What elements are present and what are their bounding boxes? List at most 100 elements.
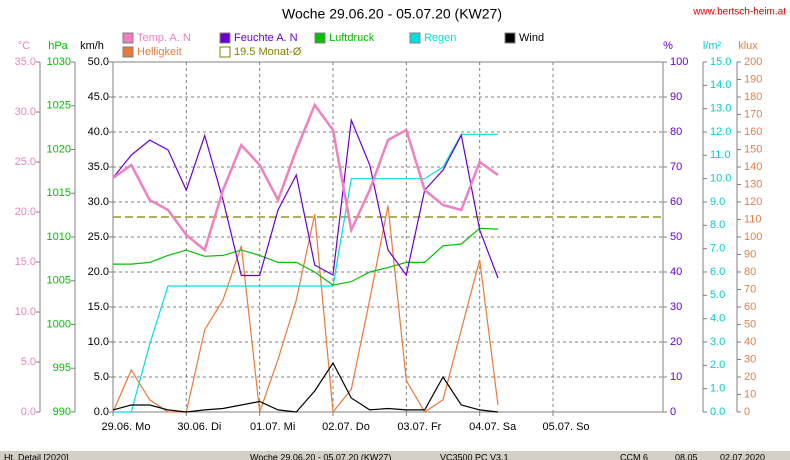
y-tick-label: 10.0 — [88, 336, 109, 348]
status-text: 08.05 — [675, 452, 698, 460]
y-tick-label: 190 — [744, 73, 762, 85]
axis-title: % — [663, 40, 673, 52]
y-tick-label: 50 — [670, 231, 682, 243]
y-tick-label: 9.0 — [710, 196, 725, 208]
legend-swatch — [314, 32, 326, 44]
y-tick-label: 4.0 — [710, 313, 725, 325]
y-tick-label: 0.0 — [94, 406, 109, 418]
axis-title: l/m² — [703, 40, 722, 52]
y-tick-label: 15.0 — [710, 56, 731, 68]
legend-swatch — [219, 46, 231, 58]
series-line — [112, 205, 499, 414]
legend-label: Feuchte A. N — [234, 32, 298, 44]
y-tick-label: 30 — [670, 301, 682, 313]
legend-label: 19.5 Monat-Ø — [234, 46, 302, 58]
y-tick-label: 3.0 — [710, 336, 725, 348]
y-tick-label: 140 — [744, 161, 762, 173]
y-tick-label: 0 — [744, 406, 750, 418]
y-tick-label: 0.0 — [710, 406, 725, 418]
y-tick-label: 35.0 — [15, 56, 36, 68]
axis-title: klux — [738, 40, 758, 52]
plot-frame — [112, 61, 664, 413]
status-text: CCM 6 — [620, 452, 648, 460]
y-tick-label: 0.0 — [21, 406, 36, 418]
x-tick-label: 04.07. Sa — [469, 421, 517, 433]
y-tick-label: 60 — [670, 196, 682, 208]
y-tick-label: 15.0 — [15, 256, 36, 268]
axis-title: hPa — [48, 40, 68, 52]
y-tick-label: 100 — [744, 231, 762, 243]
x-tick-label: 29.06. Mo — [102, 421, 151, 433]
y-tick-label: 50 — [744, 318, 756, 330]
y-tick-label: 150 — [744, 143, 762, 155]
y-tick-label: 160 — [744, 126, 762, 138]
y-tick-label: 10.0 — [710, 173, 731, 185]
y-tick-label: 130 — [744, 178, 762, 190]
y-tick-label: 12.0 — [710, 126, 731, 138]
legend-swatch — [122, 32, 134, 44]
x-tick-label: 30.06. Di — [177, 421, 221, 433]
status-text: VC3500 PC V3.1 — [440, 452, 509, 460]
y-tick-label: 6.0 — [710, 266, 725, 278]
y-tick-label: 990 — [53, 406, 71, 418]
y-tick-label: 25.0 — [15, 156, 36, 168]
legend-swatch — [122, 46, 134, 58]
y-tick-label: 5.0 — [94, 371, 109, 383]
y-tick-label: 70 — [670, 161, 682, 173]
y-tick-label: 1030 — [47, 56, 71, 68]
legend-label: Luftdruck — [329, 32, 375, 44]
status-text: 02.07.2020 — [720, 452, 765, 460]
legend-label: Regen — [424, 32, 456, 44]
y-tick-label: 995 — [53, 362, 71, 374]
source: www.bertsch-heim.at — [692, 7, 786, 18]
axis-title: km/h — [80, 40, 104, 52]
y-tick-label: 110 — [744, 213, 762, 225]
y-tick-label: 30.0 — [88, 196, 109, 208]
x-tick-label: 05.07. So — [542, 421, 589, 433]
y-tick-label: 35.0 — [88, 161, 109, 173]
y-tick-label: 80 — [744, 266, 756, 278]
y-tick-label: 20 — [744, 371, 756, 383]
legend-label: Temp. A. N — [137, 32, 191, 44]
y-tick-label: 10 — [670, 371, 682, 383]
x-tick-label: 03.07. Fr — [397, 421, 441, 433]
y-tick-label: 90 — [744, 248, 756, 260]
y-tick-label: 70 — [744, 283, 756, 295]
y-tick-label: 50.0 — [88, 56, 109, 68]
series-line — [112, 117, 499, 279]
y-tick-label: 10.0 — [15, 306, 36, 318]
y-tick-label: 13.0 — [710, 103, 731, 115]
y-tick-label: 40.0 — [88, 126, 109, 138]
y-tick-label: 0 — [670, 406, 676, 418]
y-tick-label: 1.0 — [710, 383, 725, 395]
y-tick-label: 5.0 — [21, 356, 36, 368]
y-tick-label: 1005 — [47, 275, 71, 287]
y-tick-label: 180 — [744, 91, 762, 103]
legend-swatch — [219, 32, 231, 44]
y-tick-label: 200 — [744, 56, 762, 68]
series-line — [112, 361, 499, 413]
legend-swatch — [504, 32, 516, 44]
y-tick-label: 1000 — [47, 318, 71, 330]
y-tick-label: 170 — [744, 108, 762, 120]
y-tick-label: 15.0 — [88, 301, 109, 313]
y-tick-label: 30 — [744, 353, 756, 365]
y-tick-label: 20.0 — [88, 266, 109, 278]
y-tick-label: 120 — [744, 196, 762, 208]
series-line — [113, 133, 498, 413]
y-tick-label: 5.0 — [710, 289, 725, 301]
y-tick-label: 7.0 — [710, 243, 725, 255]
y-tick-label: 1020 — [47, 143, 71, 155]
y-tick-label: 80 — [670, 126, 682, 138]
x-tick-label: 02.07. Do — [322, 421, 370, 433]
y-tick-label: 30.0 — [15, 106, 36, 118]
y-tick-label: 14.0 — [710, 79, 731, 91]
legend-label: Helligkeit — [137, 46, 182, 58]
status-text: Woche 29.06.20 - 05.07.20 (KW27) — [250, 452, 391, 460]
y-tick-label: 100 — [670, 56, 688, 68]
y-tick-label: 45.0 — [88, 91, 109, 103]
y-tick-label: 2.0 — [710, 359, 725, 371]
series-line — [112, 102, 499, 253]
